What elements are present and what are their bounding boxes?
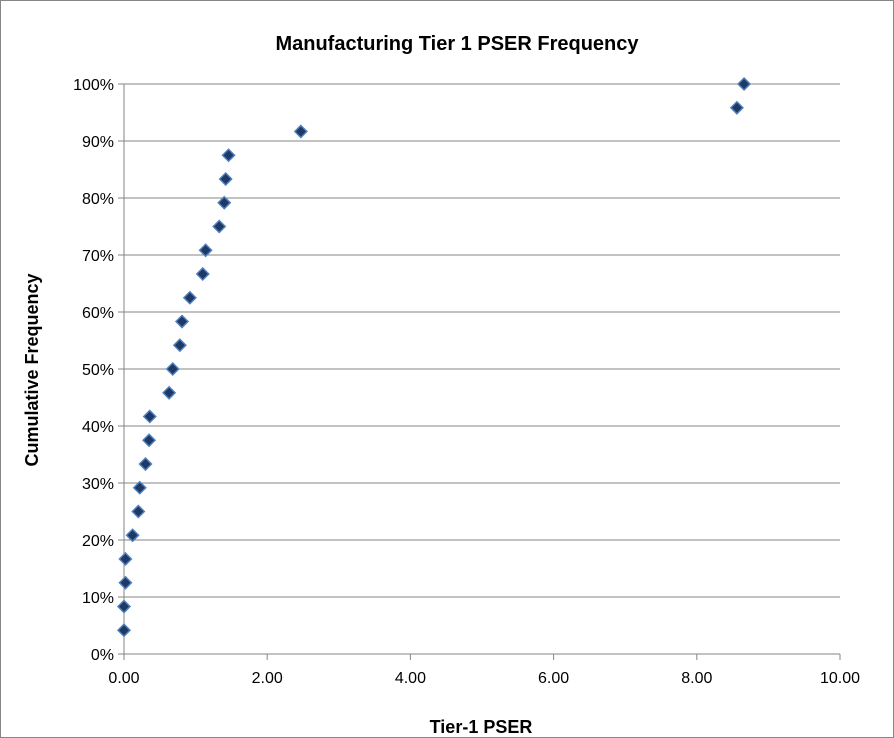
y-tick-label: 90% bbox=[82, 134, 114, 151]
data-point bbox=[198, 243, 213, 258]
x-tick-labels: 0.00 2.00 4.00 6.00 8.00 10.00 bbox=[108, 670, 860, 687]
y-tick-label: 10% bbox=[82, 590, 114, 607]
y-axis-title: Cumulative Frequency bbox=[22, 273, 42, 466]
x-tick-label: 2.00 bbox=[252, 670, 283, 687]
y-tick-label: 80% bbox=[82, 191, 114, 208]
data-point bbox=[165, 361, 180, 377]
chart-title: Manufacturing Tier 1 PSER Frequency bbox=[275, 33, 639, 55]
axes bbox=[118, 83, 841, 660]
data-point bbox=[141, 433, 157, 448]
y-tick-label: 30% bbox=[82, 476, 114, 493]
y-tick-label: 100% bbox=[73, 77, 114, 94]
data-point bbox=[217, 195, 232, 210]
data-point bbox=[118, 575, 133, 590]
y-tick-label: 20% bbox=[82, 533, 114, 550]
x-tick-label: 10.00 bbox=[820, 670, 860, 687]
x-tick-label: 6.00 bbox=[538, 670, 569, 687]
x-tick-label: 0.00 bbox=[108, 670, 139, 687]
y-tick-label: 50% bbox=[82, 362, 114, 379]
data-point bbox=[116, 623, 132, 638]
data-point bbox=[174, 314, 190, 329]
data-point bbox=[212, 219, 227, 234]
data-point bbox=[729, 100, 744, 115]
data-point bbox=[218, 171, 233, 187]
y-tick-label: 40% bbox=[82, 419, 114, 436]
data-point bbox=[221, 148, 236, 163]
grid-lines bbox=[124, 83, 840, 598]
x-tick-label: 4.00 bbox=[395, 670, 426, 687]
y-tick-label: 60% bbox=[82, 305, 114, 322]
data-point bbox=[131, 504, 146, 519]
data-point bbox=[125, 528, 140, 543]
data-point bbox=[293, 124, 308, 139]
x-tick-label: 8.00 bbox=[681, 670, 712, 687]
data-point bbox=[172, 338, 187, 353]
data-point bbox=[142, 409, 157, 424]
data-points bbox=[116, 76, 752, 638]
data-point bbox=[118, 551, 133, 567]
data-point bbox=[736, 76, 752, 92]
y-tick-label: 0% bbox=[91, 647, 114, 664]
x-axis-title: Tier-1 PSER bbox=[430, 717, 533, 737]
data-point bbox=[132, 480, 147, 495]
data-point bbox=[195, 266, 210, 282]
data-point bbox=[138, 456, 153, 472]
data-point bbox=[162, 385, 177, 400]
data-point bbox=[116, 599, 132, 614]
data-point bbox=[182, 290, 197, 305]
y-tick-label: 70% bbox=[82, 248, 114, 265]
y-tick-labels: 0% 10% 20% 30% 40% 50% 60% 70% 80% 90% 100% bbox=[73, 77, 114, 664]
